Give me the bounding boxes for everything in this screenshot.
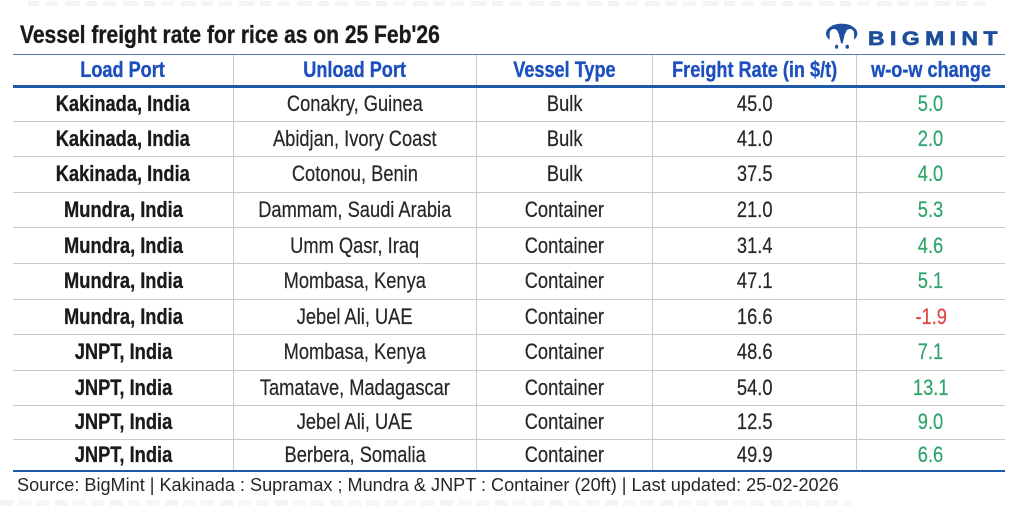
svg-text:BIGMINT: BIGMINT xyxy=(868,28,1003,49)
